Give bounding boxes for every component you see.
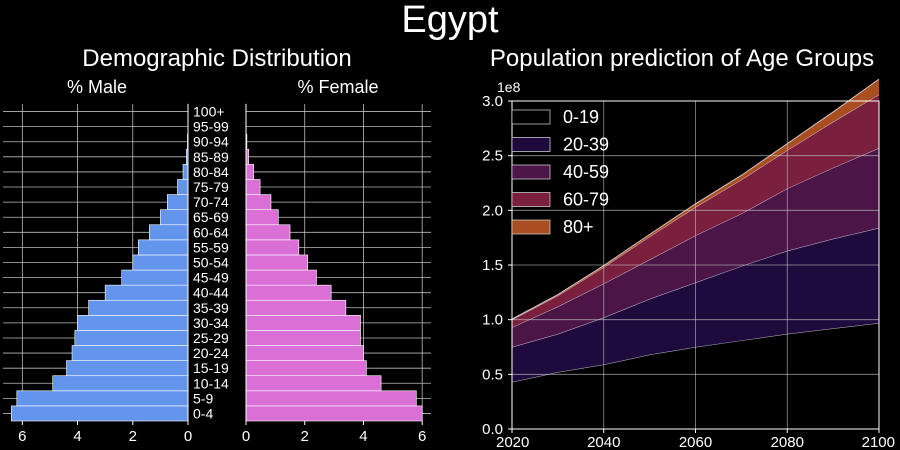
male-bar (121, 269, 189, 286)
area-title: Population prediction of Age Groups (490, 45, 874, 72)
legend-swatch (511, 164, 551, 180)
x-tick-label: 2100 (862, 434, 895, 450)
age-group-label: 45-49 (193, 270, 229, 286)
legend-swatch (511, 219, 551, 235)
legend-label: 80+ (563, 217, 594, 237)
female-bar (245, 209, 279, 226)
age-group-label: 30-34 (193, 315, 229, 331)
female-x-axis: 0 2 4 6 (242, 104, 426, 445)
male-bars (10, 103, 189, 422)
legend-label: 40-59 (563, 162, 609, 182)
male-x-tick-label: 6 (18, 428, 26, 445)
age-group-label: 35-39 (193, 300, 229, 316)
legend-swatch (511, 137, 551, 152)
age-group-label: 70-74 (193, 194, 229, 210)
age-group-label: 95-99 (193, 119, 229, 135)
female-bar (245, 269, 317, 286)
male-bar (166, 194, 189, 210)
male-x-tick-label: 0 (184, 428, 192, 445)
female-bar (245, 405, 423, 422)
female-bar (245, 179, 261, 195)
y-tick-label: 3.0 (482, 93, 503, 110)
female-x-tick-label: 4 (359, 428, 367, 445)
male-bar (10, 405, 189, 422)
age-group-label: 80-84 (193, 164, 229, 180)
female-bar (245, 239, 300, 256)
age-group-labels: 0-45-910-1415-1920-2425-2930-3435-3940-4… (193, 104, 229, 422)
female-bar (245, 299, 347, 316)
female-bar (245, 330, 361, 346)
y-tick-label: 1.5 (482, 257, 503, 274)
female-x-tick-label: 2 (301, 428, 309, 445)
age-group-label: 60-64 (193, 224, 229, 240)
male-bar (149, 224, 189, 241)
age-group-label: 15-19 (193, 360, 229, 376)
age-group-label: 90-94 (193, 134, 229, 150)
female-bar (245, 284, 332, 301)
female-bar (245, 254, 308, 271)
age-group-label: 20-24 (193, 345, 229, 361)
male-bar (132, 254, 189, 271)
male-bar (182, 164, 189, 180)
male-axis-title: % Male (67, 77, 127, 97)
male-bar (104, 284, 189, 301)
male-bar (74, 330, 189, 346)
male-bar (71, 345, 189, 361)
age-group-label: 0-4 (193, 405, 213, 421)
male-x-tick-label: 4 (73, 428, 81, 445)
male-bar (160, 209, 189, 226)
female-axis-title: % Female (297, 77, 378, 97)
x-tick-label: 2080 (771, 434, 804, 450)
y-tick-label: 2.0 (482, 202, 503, 219)
x-tick-label: 2020 (496, 434, 529, 450)
legend-label: 20-39 (563, 135, 609, 155)
male-bar (177, 179, 189, 195)
male-bar (137, 239, 189, 256)
female-bar (245, 315, 361, 331)
legend-label: 60-79 (563, 190, 609, 210)
age-group-label: 65-69 (193, 209, 229, 225)
y-tick-label: 0.0 (482, 421, 503, 438)
legend-label: 0-19 (563, 107, 599, 127)
male-x-tick-label: 2 (129, 428, 137, 445)
female-bar (245, 345, 364, 361)
y-tick-label: 1.0 (482, 312, 503, 329)
male-bar (52, 375, 189, 392)
x-tick-label: 2040 (587, 434, 620, 450)
male-bar (88, 299, 189, 316)
male-x-axis: 6 4 2 0 (18, 104, 192, 445)
age-group-label: 55-59 (193, 239, 229, 255)
female-bar (245, 194, 272, 210)
male-bar (77, 315, 189, 331)
age-group-label: 100+ (193, 104, 225, 120)
female-x-tick-label: 6 (418, 428, 426, 445)
y-exponent-label: 1e8 (497, 79, 521, 95)
age-group-label: 25-29 (193, 330, 229, 346)
female-bar (245, 164, 254, 180)
female-bar (245, 390, 417, 407)
male-bar (66, 360, 189, 377)
area-axes: 0.0 0.5 1.0 1.5 2.0 2.5 3.0 2020 2040 2060 2080 210… (482, 93, 895, 450)
legend-swatch (511, 192, 551, 207)
female-x-tick-label: 0 (242, 428, 250, 445)
y-tick-label: 0.5 (482, 366, 503, 383)
female-bar (245, 224, 291, 241)
female-bar (245, 360, 367, 377)
male-bar (16, 390, 189, 407)
female-bars (245, 103, 423, 422)
age-group-label: 10-14 (193, 375, 229, 391)
age-group-label: 40-44 (193, 285, 229, 301)
x-tick-label: 2060 (679, 434, 712, 450)
female-bar (245, 375, 382, 392)
y-tick-label: 2.5 (482, 148, 503, 165)
pyramid-title: Demographic Distribution (82, 45, 351, 72)
figure-title: Egypt (401, 0, 499, 41)
age-group-label: 75-79 (193, 179, 229, 195)
age-group-label: 85-89 (193, 149, 229, 165)
age-group-label: 50-54 (193, 255, 229, 271)
legend-swatch (511, 109, 551, 125)
legend: 0-19 20-39 40-59 60-79 80+ (511, 107, 609, 237)
age-group-label: 5-9 (193, 390, 213, 406)
